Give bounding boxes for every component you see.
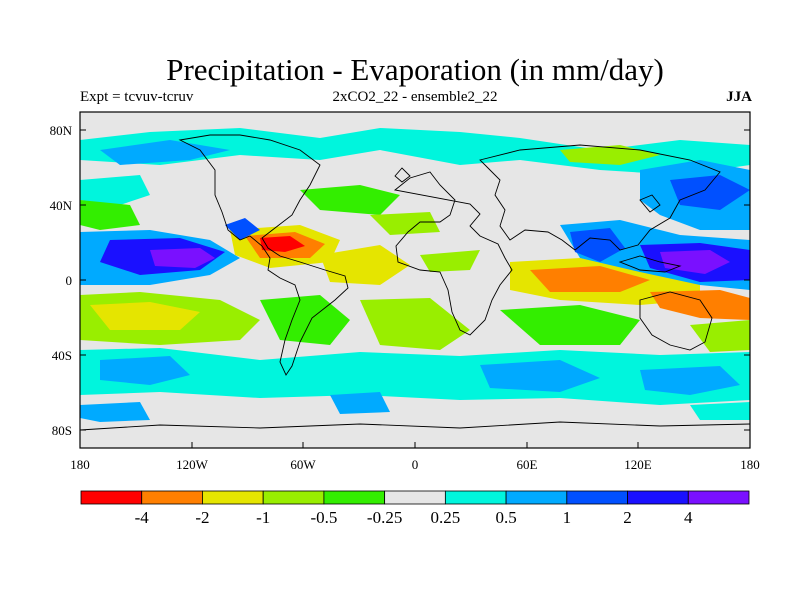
colorbar-swatch xyxy=(687,490,750,505)
northeast-pacific-green xyxy=(80,200,140,230)
colorbar-swatch xyxy=(141,490,203,505)
lat-tick-label: 80N xyxy=(50,123,73,138)
ensemble-label: 2xCO2_22 - ensemble2_22 xyxy=(332,89,498,105)
itcz-core xyxy=(150,248,215,268)
colorbar-swatch xyxy=(444,490,507,505)
west-pacific-orange xyxy=(650,290,750,320)
colorbar-label: -4 xyxy=(135,508,150,527)
south-indian-green xyxy=(500,305,640,345)
lat-tick-label: 40N xyxy=(50,198,73,213)
colorbar-label: -0.5 xyxy=(310,508,337,527)
colorbar-swatch xyxy=(323,490,386,505)
colorbar-label: 2 xyxy=(623,508,632,527)
lon-tick-labels: 180 120W 60W 0 60E 120E 180 xyxy=(70,457,760,472)
colorbar: -4 -2 -1 -0.5 -0.25 0.25 0.5 1 2 4 xyxy=(80,490,750,527)
lon-tick-label: 180 xyxy=(70,457,90,472)
maritime-continent-coast xyxy=(618,255,682,273)
coastlines xyxy=(80,134,750,431)
antarctic-edge-cyan xyxy=(690,402,750,420)
lon-ticks xyxy=(79,442,751,448)
south-indian-blue xyxy=(480,360,600,392)
lat-ticks xyxy=(80,129,750,431)
colorbar-swatch xyxy=(566,490,628,505)
africa-europe-coast xyxy=(393,171,513,336)
americas-coast xyxy=(178,134,349,376)
colorbar-label: 1 xyxy=(563,508,572,527)
colorbar-label: 0.5 xyxy=(495,508,516,527)
colorbar-swatch xyxy=(262,490,325,505)
lat-tick-labels: 80N 40N 0 40S 80S xyxy=(50,123,73,438)
lon-tick-label: 0 xyxy=(412,457,419,472)
south-pacific-blue xyxy=(100,356,190,385)
lat-tick-label: 80S xyxy=(52,423,72,438)
lat-tick-label: 40S xyxy=(52,348,72,363)
colorbar-swatch xyxy=(505,490,568,505)
lon-tick-label: 60W xyxy=(290,457,316,472)
season-label: JJA xyxy=(726,89,752,105)
south-pacific-yellow xyxy=(90,302,200,330)
central-america-blue xyxy=(225,218,260,240)
australia-east-green xyxy=(690,320,750,352)
experiment-label: Expt = tcvuv-tcruv xyxy=(80,89,194,105)
colorbar-swatch xyxy=(202,490,264,505)
arctic-blue-patch xyxy=(100,140,230,165)
lon-tick-label: 60E xyxy=(517,457,538,472)
north-pacific-deep-blue xyxy=(670,175,750,210)
precip-evap-field xyxy=(80,112,750,448)
indian-ocean-orange xyxy=(530,266,650,292)
colorbar-label: -1 xyxy=(256,508,270,527)
southern-ocean-blue xyxy=(640,366,740,395)
lon-tick-label: 120E xyxy=(624,457,652,472)
bay-of-bengal-blue xyxy=(570,228,625,262)
north-atlantic-green xyxy=(300,185,400,215)
lat-tick-label: 0 xyxy=(66,273,73,288)
northeast-pacific-cyan xyxy=(80,175,150,205)
caribbean-red xyxy=(260,236,305,252)
colorbar-label: -0.25 xyxy=(367,508,402,527)
plot-title: Precipitation - Evaporation (in mm/day) xyxy=(166,52,664,87)
lon-tick-label: 180 xyxy=(740,457,760,472)
south-atlantic-blue xyxy=(330,392,390,414)
colorbar-swatch xyxy=(384,490,446,505)
colorbar-label: 4 xyxy=(684,508,693,527)
southern-edge-blue xyxy=(80,402,150,422)
north-polar-band xyxy=(80,128,750,175)
eurasia-coast xyxy=(479,144,721,251)
australia-coast xyxy=(639,291,713,351)
south-atlantic-green xyxy=(360,298,470,350)
japan-coast xyxy=(639,194,661,213)
colorbar-label: -2 xyxy=(195,508,209,527)
colorbar-label: 0.25 xyxy=(430,508,460,527)
southern-storm-track xyxy=(80,348,750,405)
south-america-green xyxy=(260,295,350,345)
west-pacific-core xyxy=(660,250,730,274)
subtropical-atlantic-green xyxy=(370,212,440,235)
lon-tick-label: 120W xyxy=(176,457,209,472)
colorbar-swatch xyxy=(627,490,689,505)
britain-coast xyxy=(394,167,411,183)
west-africa-green xyxy=(420,250,480,272)
antarctica-coast xyxy=(80,421,750,431)
colorbar-swatch xyxy=(80,490,143,505)
